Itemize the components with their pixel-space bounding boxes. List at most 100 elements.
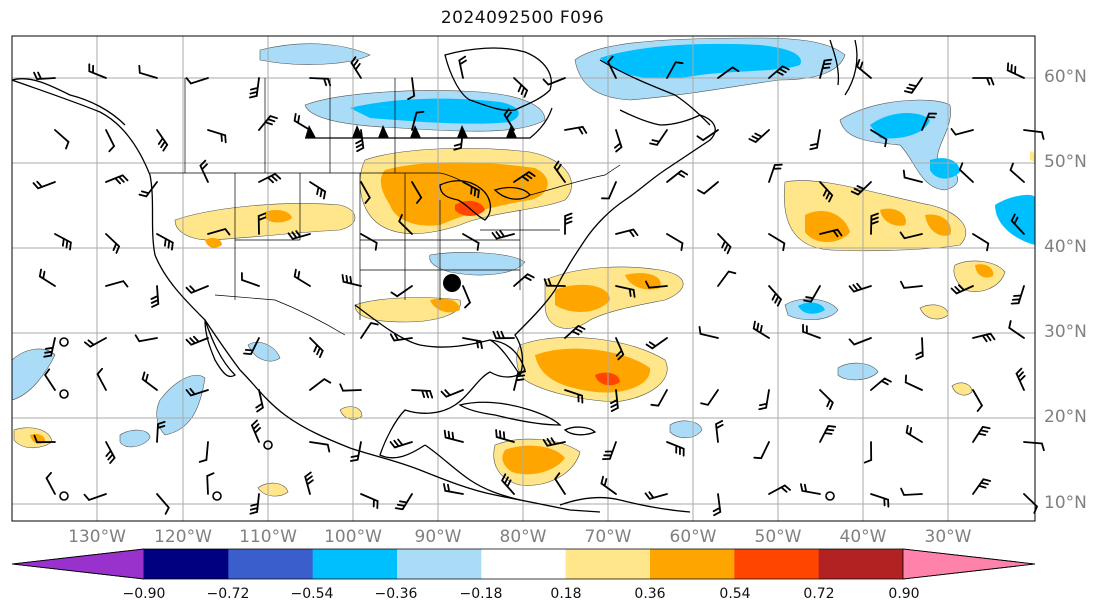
calm-circle — [212, 491, 222, 501]
coast-south-america — [559, 496, 691, 513]
wind-barb — [768, 484, 791, 495]
wind-barb — [870, 377, 892, 391]
wind-barb — [185, 335, 209, 346]
triangle-marker — [410, 125, 421, 138]
orange-region-caribbean — [502, 445, 565, 475]
coast-central-america — [424, 444, 521, 501]
wind-barb — [900, 280, 923, 289]
wind-barb — [156, 129, 169, 152]
wind-barb — [304, 471, 314, 495]
wind-barb — [848, 337, 872, 346]
colorbar-segment — [397, 549, 482, 579]
wind-barb — [610, 389, 619, 412]
wind-barb — [501, 473, 515, 495]
wind-barb — [105, 441, 116, 464]
wind-barb — [717, 233, 732, 255]
wind-barb — [88, 63, 107, 79]
lon-label: 90°W — [414, 527, 462, 547]
wind-barb — [105, 280, 129, 288]
wind-barb — [1010, 213, 1025, 235]
wind-barb — [258, 114, 278, 131]
colorbar-segment — [565, 549, 651, 579]
wind-barb — [513, 370, 526, 391]
wind-barb — [615, 228, 639, 238]
wind-barb — [1023, 129, 1045, 140]
wind-barb — [615, 337, 625, 361]
wind-barb — [819, 58, 833, 79]
wind-barb — [543, 278, 566, 287]
wind-barb — [972, 389, 984, 412]
orange-region-azores — [975, 264, 994, 278]
colorbar — [11, 548, 1036, 580]
wind-barbs — [32, 55, 1045, 517]
triangle-marker — [506, 125, 517, 138]
wind-barb — [389, 438, 413, 449]
wind-barb — [819, 425, 837, 443]
wind-barb — [198, 441, 209, 463]
wind-barb — [900, 487, 923, 496]
wind-barb — [972, 478, 992, 495]
cyan-region-mid-atlantic — [798, 302, 825, 314]
wind-barb — [700, 389, 719, 406]
wind-barb — [105, 233, 121, 254]
wind-barb — [950, 128, 974, 136]
wind-barb — [156, 233, 174, 251]
colorbar-tick-label: 0.18 — [550, 586, 582, 602]
colorbar-outline — [11, 548, 1036, 580]
wind-barb — [309, 77, 332, 87]
border-canada-provinces — [184, 78, 396, 173]
wind-barb — [287, 230, 311, 240]
wind-barb — [902, 169, 923, 183]
wind-barb — [207, 129, 227, 144]
lat-label: 20°N — [1044, 407, 1087, 427]
wind-barb — [45, 471, 56, 495]
calm-circle — [263, 440, 273, 450]
wind-barb — [350, 56, 362, 79]
location-marker — [443, 274, 461, 292]
wind-barb — [564, 125, 588, 135]
wind-barb — [513, 170, 536, 183]
colorbar-segment — [734, 549, 820, 579]
wind-barb — [38, 268, 56, 287]
wind-barb — [491, 230, 515, 240]
yellow-region-small-3 — [339, 406, 363, 420]
wind-barb — [850, 181, 872, 196]
wind-barb — [958, 162, 974, 183]
graticule — [12, 36, 1035, 521]
wind-barb — [250, 419, 261, 443]
wind-barb — [649, 129, 668, 146]
wind-barb — [768, 163, 783, 183]
wind-barb — [206, 472, 215, 495]
wind-barb — [564, 389, 584, 404]
lat-label: 60°N — [1044, 67, 1087, 87]
wind-barb — [800, 483, 821, 495]
wind-barb — [349, 441, 362, 462]
coast-florida — [489, 289, 556, 377]
wind-barb — [134, 334, 158, 343]
wind-barb — [54, 233, 72, 251]
colorbar-tick-label: 0.90 — [888, 586, 920, 602]
wind-barb — [360, 493, 379, 509]
wind-barb — [411, 181, 423, 204]
wind-barb — [462, 337, 483, 350]
wind-barb — [1015, 367, 1026, 391]
colorbar-tick-label: 0.54 — [719, 586, 751, 602]
wind-barb — [645, 337, 668, 350]
coast-pacific-nw — [11, 79, 601, 513]
coast-cuba — [458, 401, 562, 426]
triangle-marker — [378, 125, 389, 138]
coastlines — [11, 39, 858, 513]
calm-circle — [59, 491, 69, 501]
wind-barb — [856, 59, 872, 79]
wind-barb — [803, 285, 821, 303]
wind-barb — [752, 320, 770, 339]
lat-label: 40°N — [1044, 237, 1087, 257]
wind-barb — [564, 212, 573, 235]
wind-barb — [972, 332, 996, 343]
wind-barb — [768, 65, 790, 79]
map-frame — [11, 35, 1036, 522]
wind-barb — [199, 159, 209, 183]
orange-region-great-lakes — [380, 162, 548, 226]
wind-barb — [249, 77, 260, 99]
